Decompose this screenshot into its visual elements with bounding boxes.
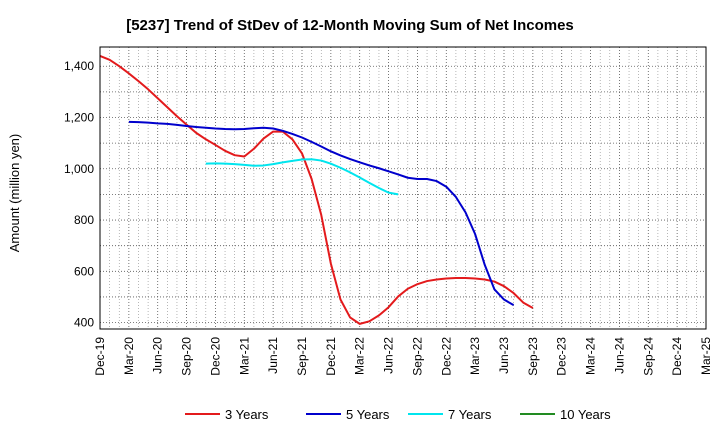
legend-label: 7 Years (448, 407, 492, 422)
plot-area (100, 47, 706, 329)
x-tick-label: Sep-21 (295, 337, 309, 376)
x-tick-label: Mar-25 (699, 337, 713, 375)
x-tick-label: Jun-23 (497, 337, 511, 374)
series-lines (99, 55, 534, 325)
x-tick-labels: Dec-19 Mar-20 Jun-20 Sep-20 Dec-20 Mar-21 Jun-… (93, 337, 713, 376)
series-line-7-years (205, 158, 399, 196)
plot-frame (99, 46, 707, 330)
grid (100, 47, 706, 329)
y-tick-label: 1,400 (64, 59, 94, 73)
legend-label: 3 Years (225, 407, 269, 422)
plot-border (99, 46, 707, 330)
x-tick-label: Mar-24 (584, 337, 598, 375)
y-tick-label: 1,200 (64, 111, 94, 125)
x-tick-label: Mar-20 (122, 337, 136, 375)
y-tick-labels: 400 600 800 1,000 1,200 1,400 (64, 59, 94, 329)
chart-title: [5237] Trend of StDev of 12-Month Moving… (126, 17, 574, 34)
x-tick-label: Jun-24 (612, 337, 626, 374)
x-tick-label: Mar-23 (468, 337, 482, 375)
x-tick-label: Sep-23 (526, 337, 540, 376)
x-tick-label: Dec-21 (324, 337, 338, 376)
x-tick-label: Jun-20 (151, 337, 165, 374)
x-tick-label: Dec-20 (208, 337, 222, 376)
y-axis-label: Amount (million yen) (7, 134, 22, 253)
y-tick-label: 600 (74, 264, 94, 278)
series-line-3-years (99, 55, 534, 325)
legend-label: 10 Years (560, 407, 611, 422)
x-tick-label: Jun-21 (266, 337, 280, 374)
x-tick-label: Sep-24 (641, 337, 655, 376)
x-tick-label: Mar-22 (353, 337, 367, 375)
y-tick-label: 800 (74, 213, 94, 227)
y-tick-label: 400 (74, 316, 94, 330)
plot-background (100, 47, 706, 329)
series-line-5-years (128, 120, 515, 307)
x-tick-label: Dec-22 (439, 337, 453, 376)
y-tick-label: 1,000 (64, 162, 94, 176)
x-tick-label: Jun-22 (382, 337, 396, 374)
x-tick-label: Sep-22 (410, 337, 424, 376)
x-tick-label: Mar-21 (237, 337, 251, 375)
legend-label: 5 Years (346, 407, 390, 422)
x-tick-label: Dec-24 (670, 337, 684, 376)
x-tick-label: Dec-23 (555, 337, 569, 376)
x-tick-label: Sep-20 (180, 337, 194, 376)
legend: 3 Years 5 Years 7 Years 10 Years (185, 407, 611, 422)
x-tick-label: Dec-19 (93, 337, 107, 376)
